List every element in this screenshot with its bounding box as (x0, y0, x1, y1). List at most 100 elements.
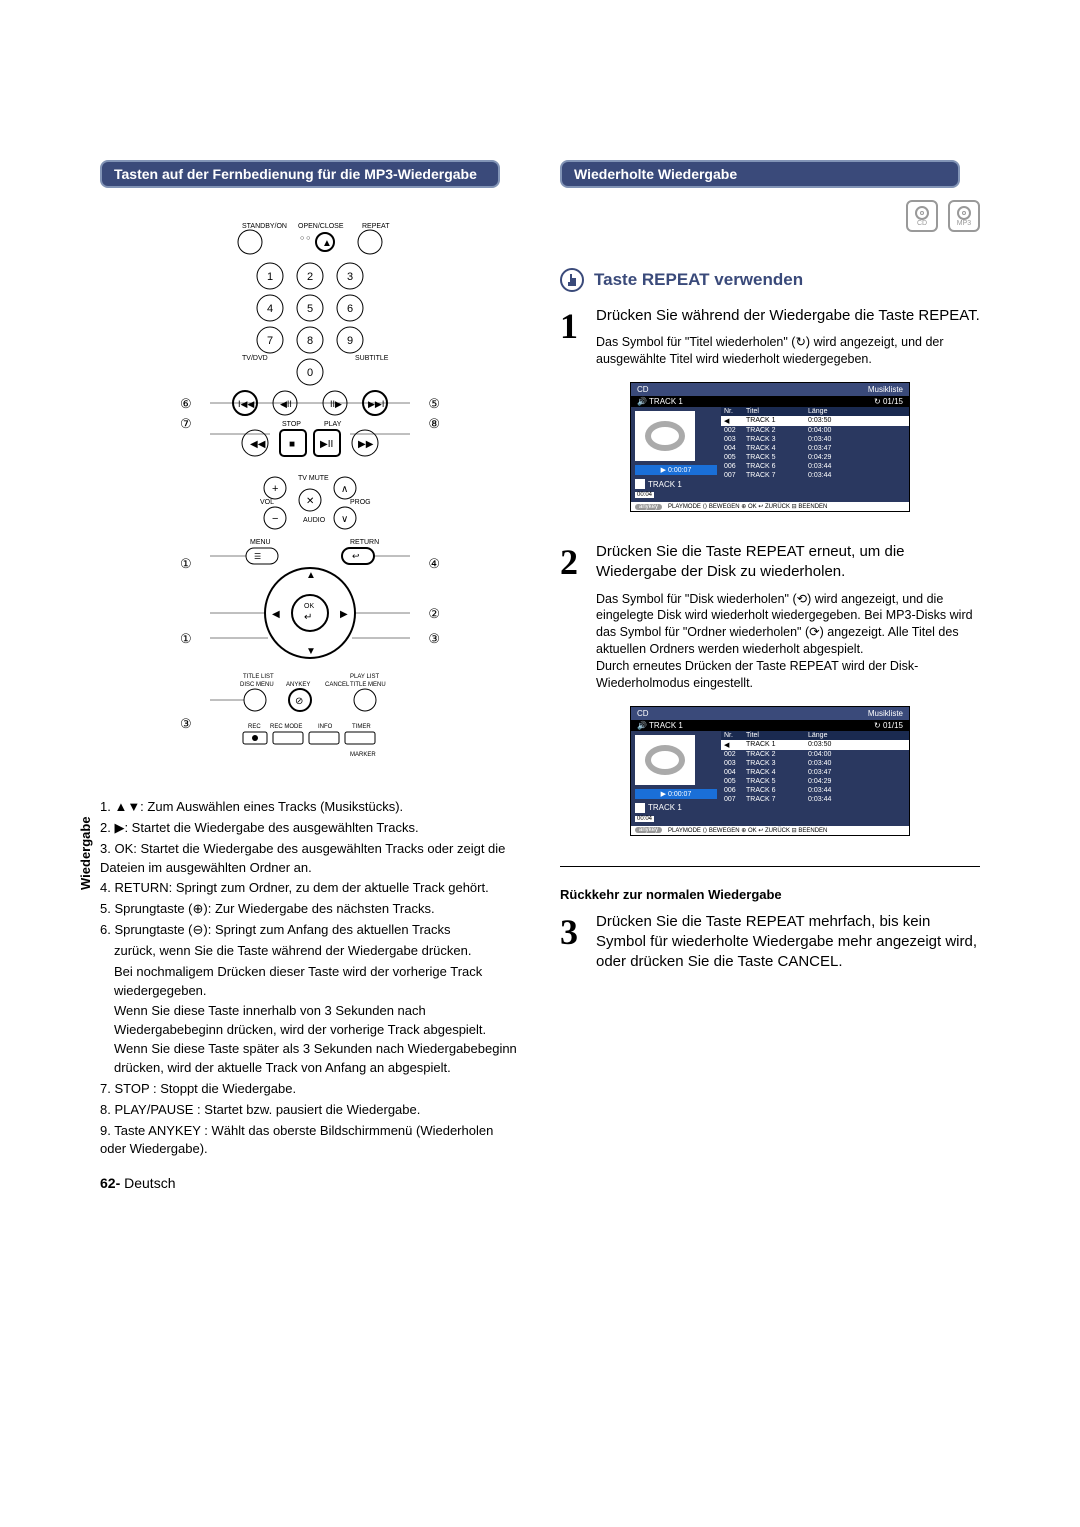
callout-5: ⑤ (428, 396, 440, 412)
desc-item: 9. Taste ANYKEY : Wählt das oberste Bild… (100, 1122, 520, 1160)
desc-item: 8. PLAY/PAUSE : Startet bzw. pausiert di… (100, 1101, 520, 1120)
svg-text:⊘: ⊘ (295, 696, 303, 707)
svg-text:▲: ▲ (322, 238, 332, 249)
left-header-bar: Tasten auf der Fernbedienung für die MP3… (100, 160, 500, 188)
left-column: Tasten auf der Fernbedienung für die MP3… (100, 160, 520, 1161)
svg-text:INFO: INFO (318, 724, 333, 730)
svg-text:7: 7 (267, 335, 273, 347)
remote-svg: STANDBY/ON OPEN/CLOSE REPEAT ○ ○ ▲ 1 2 3… (210, 218, 410, 778)
callout-4: ④ (428, 556, 440, 572)
svg-text:◀◀: ◀◀ (250, 439, 266, 450)
svg-text:▶II: ▶II (320, 439, 333, 450)
svg-text:STANDBY/ON: STANDBY/ON (242, 223, 287, 230)
disc-icon-row: CD MP3 (906, 200, 980, 232)
footer-page: 62- (100, 1175, 120, 1191)
step-2: 2 Drücken Sie die Taste REPEAT erneut, u… (560, 542, 980, 583)
desc-item: Bei nochmaligem Drücken dieser Taste wir… (100, 963, 520, 1001)
svg-text:▶▶: ▶▶ (358, 439, 374, 450)
callout-6: ⑥ (180, 396, 192, 412)
svg-text:PLAY LIST: PLAY LIST (350, 674, 379, 680)
svg-text:SUBTITLE: SUBTITLE (355, 355, 389, 362)
cd-icon: CD (906, 200, 938, 232)
svg-text:↵: ↵ (304, 612, 312, 623)
svg-text:TIMER: TIMER (352, 724, 371, 730)
left-header-text: Tasten auf der Fernbedienung für die MP3… (102, 162, 498, 186)
footer-lang: Deutsch (124, 1175, 175, 1191)
svg-text:−: − (272, 513, 278, 525)
step-3: 3 Drücken Sie die Taste REPEAT mehrfach,… (560, 912, 980, 973)
side-tab: Wiedergabe (78, 816, 93, 890)
desc-item: 1. ▲▼: Zum Auswählen eines Tracks (Musik… (100, 798, 520, 817)
svg-text:TITLE LIST: TITLE LIST (243, 674, 274, 680)
osd-screenshot-1: CDMusikliste 🔊 TRACK 1↻ 01/15 ▶ 0:00:07 … (630, 382, 910, 512)
svg-text:☰: ☰ (254, 552, 261, 561)
desc-item: Wenn Sie diese Taste innerhalb von 3 Sek… (100, 1002, 520, 1077)
step-2-num: 2 (560, 538, 578, 587)
svg-text:○ ○: ○ ○ (300, 235, 310, 242)
desc-item: 5. Sprungtaste (⊕): Zur Wiedergabe des n… (100, 900, 520, 919)
svg-text:MARKER: MARKER (350, 752, 376, 758)
right-column: Wiederholte Wiedergabe CD MP3 Taste REPE… (560, 160, 980, 1161)
svg-text:AUDIO: AUDIO (303, 517, 326, 524)
svg-text:VOL: VOL (260, 499, 274, 506)
desc-item: 3. OK: Startet die Wiedergabe des ausgew… (100, 840, 520, 878)
step-1: 1 Drücken Sie während der Wiedergabe die… (560, 306, 980, 326)
svg-text:◀II: ◀II (280, 399, 292, 409)
svg-text:TV MUTE: TV MUTE (298, 475, 329, 482)
desc-item: 2. ▶: Startet die Wiedergabe des ausgewä… (100, 819, 520, 838)
right-header-bar: Wiederholte Wiedergabe (560, 160, 960, 188)
svg-text:CANCEL: CANCEL (325, 682, 350, 688)
svg-text:ANYKEY: ANYKEY (286, 682, 310, 688)
svg-text:REC MODE: REC MODE (270, 724, 302, 730)
svg-text:8: 8 (307, 335, 313, 347)
right-header-text: Wiederholte Wiedergabe (562, 162, 958, 186)
step-3-text: Drücken Sie die Taste REPEAT mehrfach, b… (596, 913, 977, 971)
osd-screenshot-2: CDMusikliste 🔊 TRACK 1↻ 01/15 ▶ 0:00:07 … (630, 706, 910, 836)
return-heading: Rückkehr zur normalen Wiedergabe (560, 887, 980, 902)
svg-text:MENU: MENU (250, 539, 271, 546)
svg-text:✕: ✕ (306, 496, 314, 507)
desc-item: 6. Sprungtaste (⊖): Springt zum Anfang d… (100, 921, 520, 940)
callout-7: ⑦ (180, 416, 192, 432)
desc-item: zurück, wenn Sie die Taste während der W… (100, 942, 520, 961)
svg-text:STOP: STOP (282, 421, 301, 428)
callout-2: ② (428, 606, 440, 622)
svg-text:∧: ∧ (341, 484, 348, 495)
callout-1a: ① (180, 556, 192, 572)
svg-text:0: 0 (307, 367, 313, 379)
svg-text:5: 5 (307, 303, 313, 315)
desc-item: 4. RETURN: Springt zum Ordner, zu dem de… (100, 879, 520, 898)
step-3-num: 3 (560, 908, 578, 957)
callout-3a: ③ (428, 631, 440, 647)
svg-text:9: 9 (347, 335, 353, 347)
svg-text:1: 1 (267, 271, 273, 283)
svg-text:▶▶I: ▶▶I (368, 399, 384, 409)
hand-title-row: Taste REPEAT verwenden (560, 268, 980, 292)
svg-text:OPEN/CLOSE: OPEN/CLOSE (298, 223, 344, 230)
svg-text:TV/DVD: TV/DVD (242, 355, 268, 362)
svg-text:■: ■ (289, 439, 295, 450)
mp3-icon: MP3 (948, 200, 980, 232)
svg-text:I◀◀: I◀◀ (238, 399, 254, 409)
callout-1b: ① (180, 631, 192, 647)
svg-text:3: 3 (347, 271, 353, 283)
svg-text:RETURN: RETURN (350, 539, 379, 546)
svg-text:PLAY: PLAY (324, 421, 342, 428)
step-1-num: 1 (560, 302, 578, 351)
step-2-text: Drücken Sie die Taste REPEAT erneut, um … (596, 543, 905, 580)
svg-text:DISC MENU: DISC MENU (240, 682, 274, 688)
svg-text:TITLE MENU: TITLE MENU (350, 682, 386, 688)
svg-text:+: + (272, 483, 278, 495)
step-1-text: Drücken Sie während der Wiedergabe die T… (596, 307, 980, 324)
callout-8: ⑧ (428, 416, 440, 432)
page-footer: 62- Deutsch (100, 1175, 175, 1191)
hand-icon (560, 268, 584, 292)
svg-text:◀: ◀ (272, 609, 280, 620)
desc-item: 7. STOP : Stoppt die Wiedergabe. (100, 1080, 520, 1099)
svg-text:∨: ∨ (341, 514, 348, 525)
remote-diagram: ⑥ ⑦ ⑤ ⑧ ① ④ ② ① ③ ③ STANDBY/ON OPEN/CLOS… (210, 218, 410, 778)
step-2-sub: Das Symbol für "Disk wiederholen" (⟲) wi… (560, 591, 980, 692)
svg-text:REC: REC (248, 724, 261, 730)
hand-title: Taste REPEAT verwenden (594, 270, 803, 290)
svg-text:▶: ▶ (340, 609, 348, 620)
